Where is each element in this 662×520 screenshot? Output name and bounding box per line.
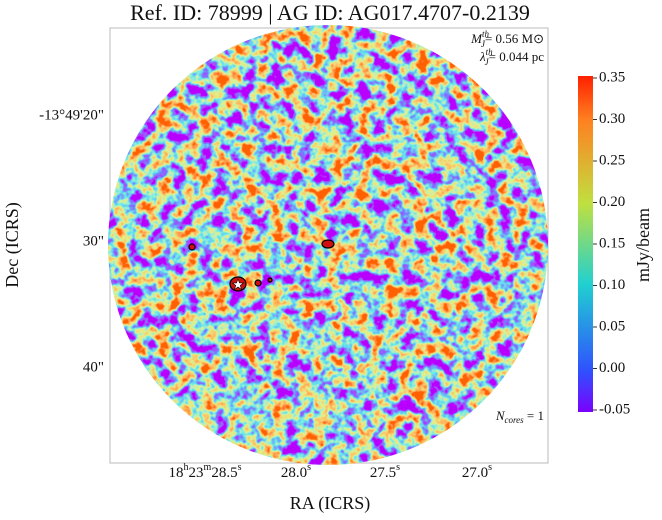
colorbar-tick-label: 0.15: [599, 235, 625, 251]
core-marker: [231, 278, 245, 291]
superscript: th: [482, 29, 490, 39]
colorbar-tick-label: 0.10: [599, 277, 625, 293]
tick-unit: s: [396, 462, 400, 473]
y-tick-label: 40": [83, 359, 104, 375]
text: = 0.56 M⊙: [485, 31, 544, 46]
colorbar: [578, 76, 593, 412]
tick-number: 18: [169, 465, 184, 481]
tick-number: 28.0: [281, 465, 307, 481]
x-tick-label: 27.5s: [370, 462, 400, 481]
annotation: λth J= 0.044 pc: [479, 47, 544, 67]
colorbar-tick-label: 0.30: [599, 111, 625, 127]
annotation: Mth J= 0.56 M⊙: [470, 29, 544, 49]
colorbar-tick-label: 0.20: [599, 194, 625, 210]
x-tick-label: 27.0s: [462, 462, 492, 481]
subscript: J: [481, 39, 486, 49]
tick-number: 23: [189, 465, 204, 481]
annotation: Ncores = 1: [495, 408, 544, 425]
symbol: N: [495, 408, 506, 423]
symbol: λ: [479, 49, 486, 64]
colorbar-tick-label: 0.35: [599, 69, 625, 85]
colorbar-tick-label: 0.25: [599, 152, 625, 168]
tick-number: 27.5: [370, 465, 396, 481]
y-tick-label: -13°49'20": [39, 107, 104, 123]
tick-number: 27.0: [462, 465, 488, 481]
colorbar-tick-label: 0.05: [599, 318, 625, 334]
intensity-map: [108, 25, 548, 465]
tick-unit: s: [238, 462, 242, 473]
colorbar-tick-label: 0.00: [599, 360, 625, 376]
tick-number: 28.5: [211, 465, 237, 481]
tick-unit: s: [488, 462, 492, 473]
superscript: th: [486, 47, 494, 57]
tick-unit: m: [204, 462, 212, 473]
title: Ref. ID: 78999 | AG ID: AG017.4707-0.213…: [130, 0, 530, 25]
y-axis-label: Dec (ICRS): [2, 202, 23, 287]
colorbar-label: mJy/beam: [633, 208, 653, 282]
symbol: M: [470, 31, 483, 46]
y-tick-label: 30": [83, 233, 104, 249]
tick-unit: s: [307, 462, 311, 473]
text: = 0.044 pc: [489, 49, 545, 64]
colorbar-tick-label: -0.05: [599, 401, 630, 417]
subscript: J: [485, 57, 490, 67]
subscript: cores: [504, 415, 524, 425]
x-tick-label: 18h23m28.5s: [169, 462, 242, 481]
x-axis-label: RA (ICRS): [290, 493, 371, 514]
tick-unit: h: [184, 462, 189, 473]
x-tick-label: 28.0s: [281, 462, 311, 481]
text: = 1: [524, 408, 544, 423]
